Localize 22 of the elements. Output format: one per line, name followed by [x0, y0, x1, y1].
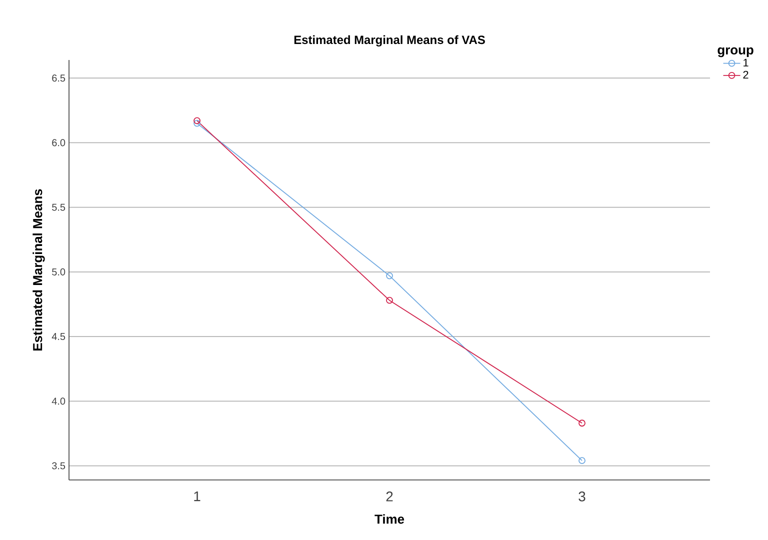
point — [194, 117, 200, 124]
x-tick-label: 1 — [194, 492, 200, 502]
point — [578, 420, 586, 427]
point — [578, 457, 586, 464]
legend-label: 1 — [744, 58, 748, 66]
y-tick-label: 5.0 — [52, 268, 66, 276]
point — [194, 120, 200, 127]
x-tick-label: 2 — [386, 491, 393, 502]
y-tick-label: 4.5 — [52, 333, 66, 340]
y-tick-label: 4.0 — [52, 398, 66, 405]
legend-label: 2 — [743, 70, 748, 79]
y-tick-label: 5.5 — [52, 204, 66, 211]
y-tick-label: 6.0 — [52, 139, 66, 146]
x-tick-label: 3 — [578, 491, 586, 502]
y-tick-label: 6.5 — [52, 74, 66, 82]
y-tick-label: 3.5 — [52, 462, 66, 470]
point — [386, 296, 393, 304]
legend-title: group — [718, 47, 754, 58]
y-axis-title: Estimated Marginal Means — [32, 189, 45, 350]
x-axis-title: Time — [374, 514, 404, 524]
point — [386, 272, 393, 280]
chart-title: Estimated Marginal Means of VAS — [294, 35, 485, 46]
